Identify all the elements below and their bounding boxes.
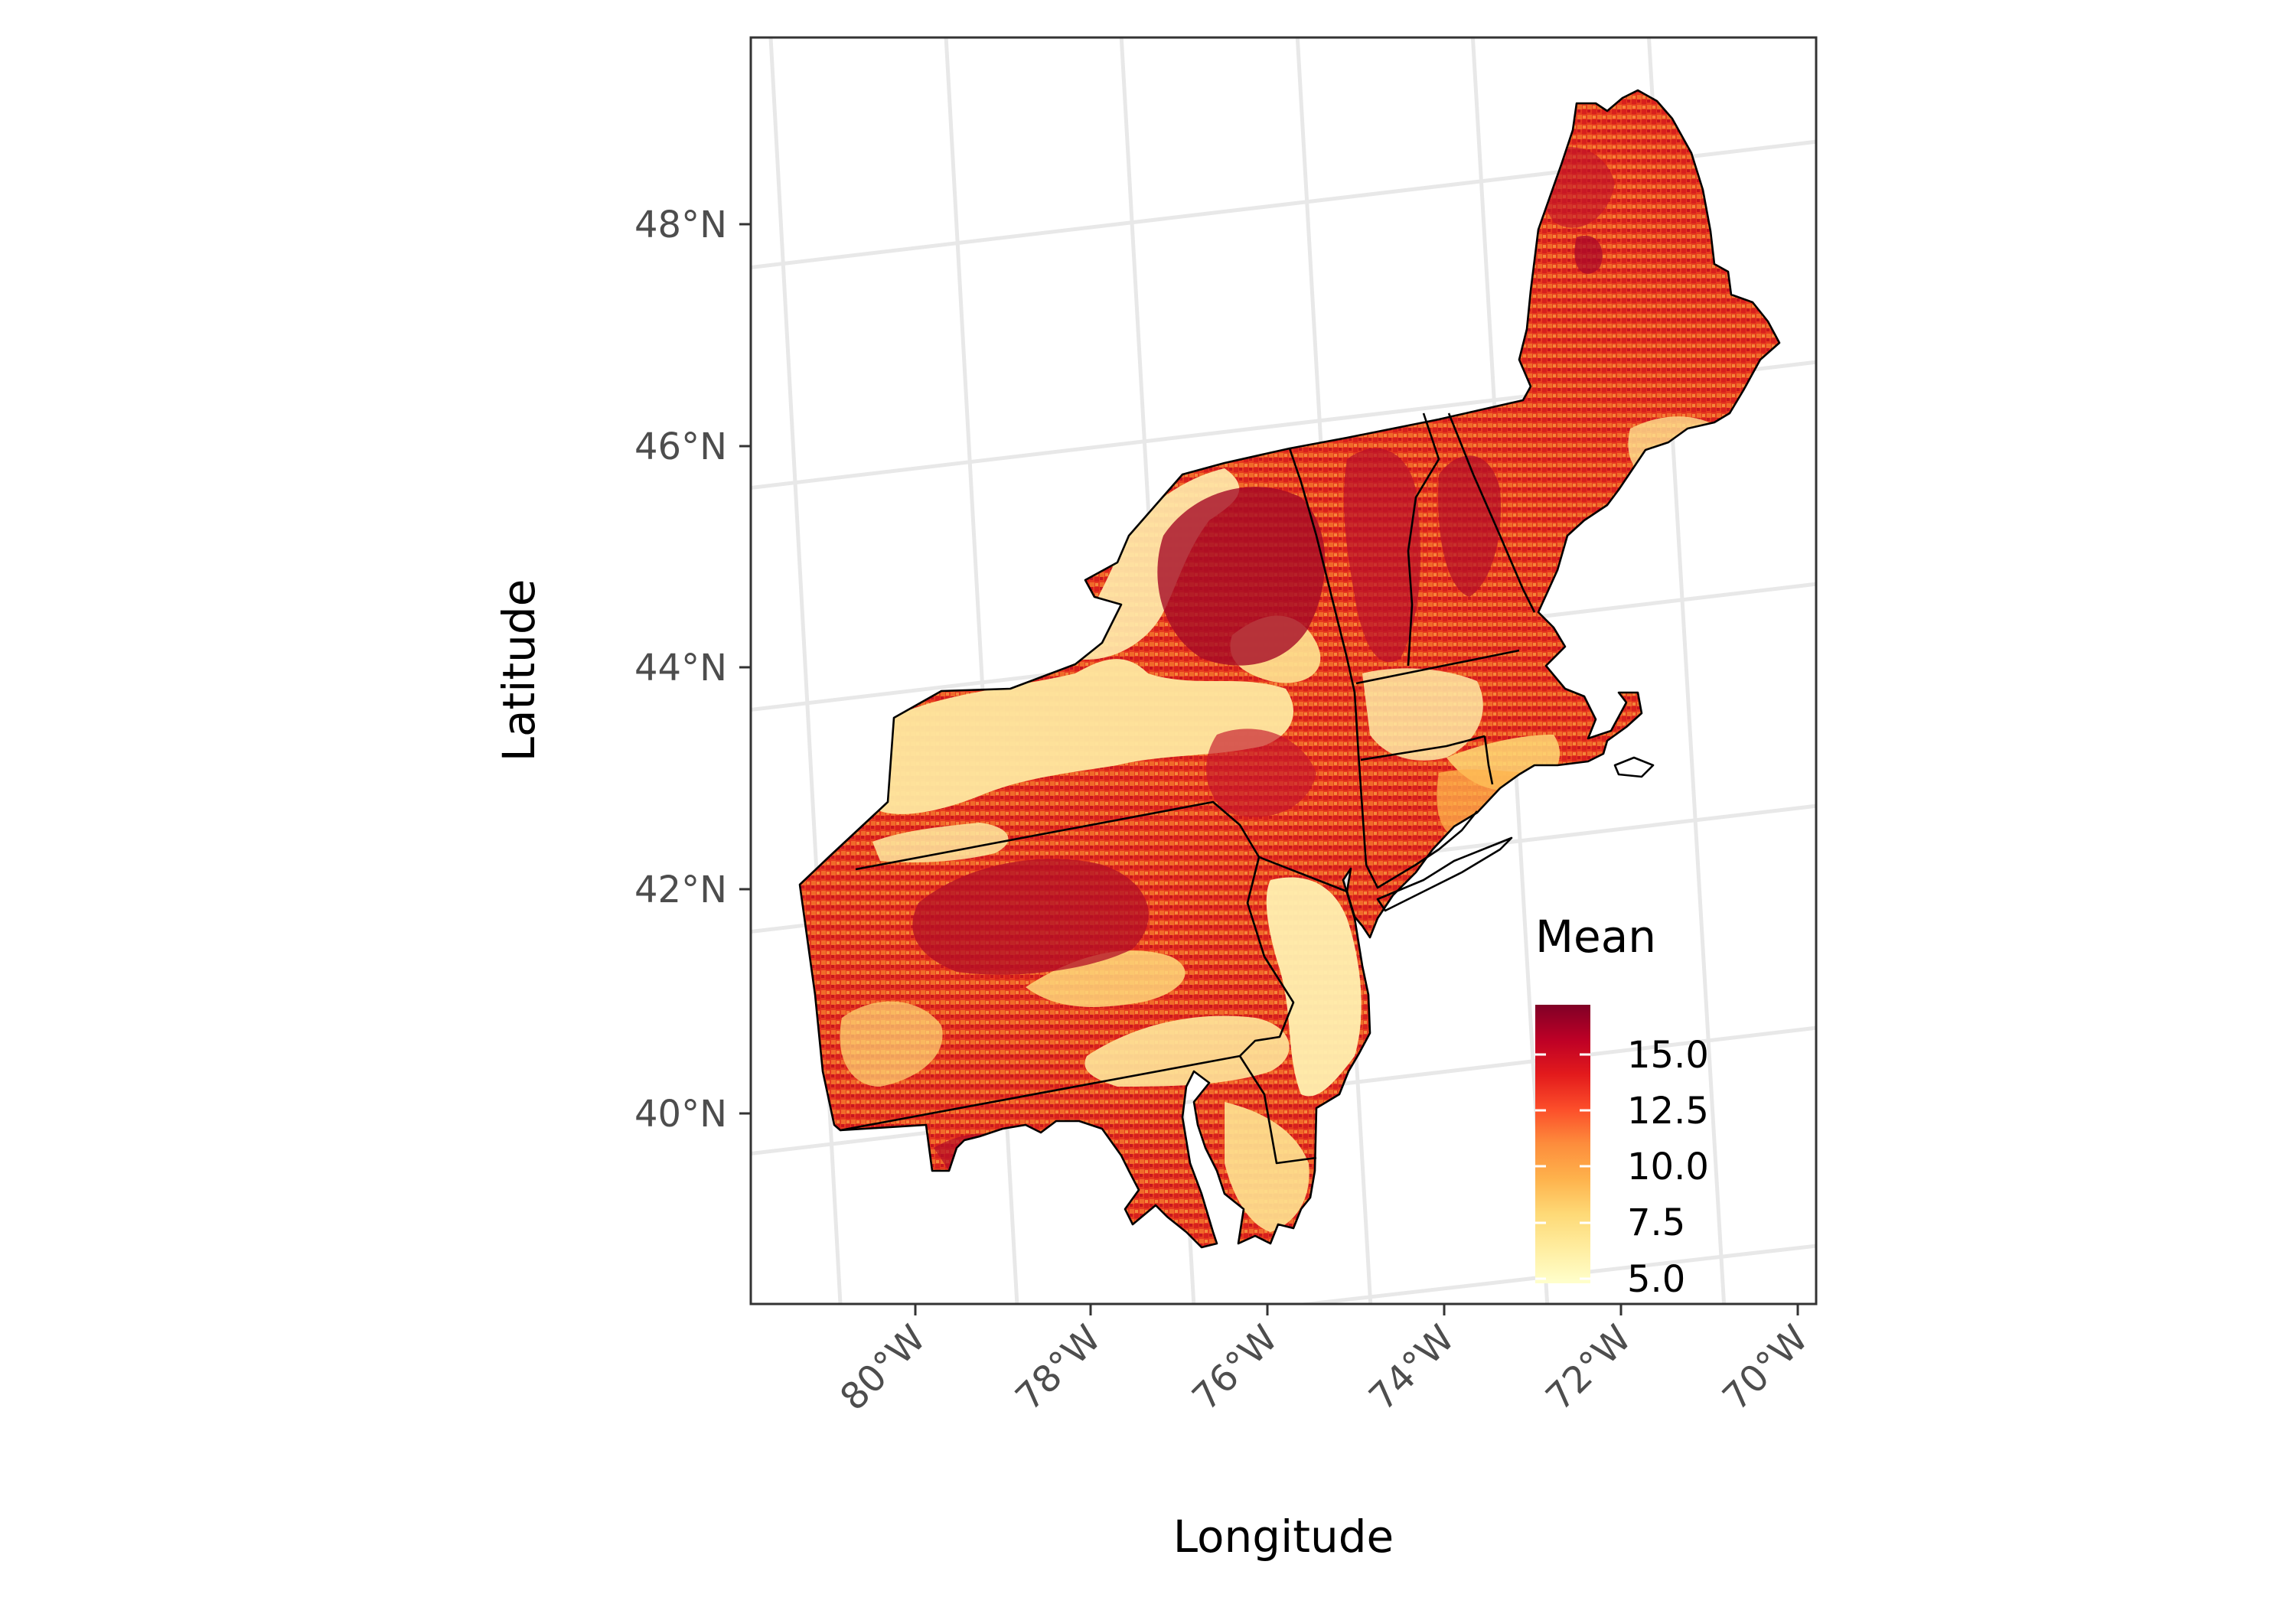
raster-patch [1206,729,1316,817]
legend-colorbar [1535,1005,1590,1283]
raster-patch [1225,1102,1309,1232]
state-border-nh-me [1447,412,1536,613]
island-outline [1613,756,1655,778]
x-tick-label: 74°W [1361,1317,1463,1419]
x-tick-label: 70°W [1714,1317,1816,1419]
plot-panel-border [749,36,1818,1305]
state-border-de-md [1238,1055,1317,1165]
x-tick-label: 72°W [1538,1317,1639,1419]
y-axis-title: Latitude [493,579,545,762]
state-border-ny-nj [1258,856,1348,893]
raster-patch [1574,236,1603,274]
meridian-line [768,37,843,1304]
legend-label: 10.0 [1627,1146,1709,1188]
legend-label: 15.0 [1627,1034,1709,1077]
raster-patch [1084,1015,1290,1087]
raster-patch [1157,487,1326,666]
state-border-ct-ri [1483,735,1494,785]
state-border-ct-coast [1365,810,1479,889]
raster-patch [872,823,1009,862]
x-axis: 80°W 78°W 76°W 74°W 72°W 70°W [832,1304,1816,1419]
raster-patch [840,1001,943,1087]
legend-title: Mean [1535,911,1656,963]
legend-label: 5.0 [1627,1258,1685,1301]
state-border-pa-nj [1239,856,1295,1057]
state-border-ny-vt-ma-ct [1288,448,1368,865]
meridian-line [944,37,1019,1304]
y-tick-label: 44°N [634,647,727,689]
x-axis-title: Longitude [1173,1511,1394,1563]
parallel-line [1292,1244,1816,1304]
y-axis: 48°N 46°N 44°N 42°N 40°N [634,204,751,1136]
long-island-outline [1376,836,1513,912]
raster-patch [1026,950,1186,1007]
y-tick-label: 40°N [634,1093,727,1136]
x-tick-label: 78°W [1007,1317,1109,1419]
state-border-vt-nh [1407,412,1440,667]
raster-patch [1362,668,1483,761]
raster-patch [1266,877,1362,1097]
state-border-ny-pa [855,800,1261,871]
legend-label: 7.5 [1627,1201,1685,1244]
legend-label: 12.5 [1627,1090,1709,1133]
y-tick-label: 42°N [634,869,727,911]
y-tick-label: 46°N [634,425,727,468]
state-borders [798,89,1781,1249]
state-border-ma-ct-ri [1360,735,1486,761]
raster-patch [1343,448,1420,663]
meridian-line [1820,0,1905,1374]
state-border-vt-nh-ma [1355,649,1520,685]
y-tick-label: 48°N [634,204,727,246]
raster-patch [1438,455,1501,597]
legend: Mean 15.0 12.5 10.0 7.5 5.0 [1535,911,1709,1301]
state-border-pa-md [840,1054,1241,1132]
x-tick-label: 76°W [1184,1317,1286,1419]
raster-patch [912,859,1149,975]
x-tick-label: 80°W [832,1317,934,1419]
raster-patch [880,659,1293,814]
